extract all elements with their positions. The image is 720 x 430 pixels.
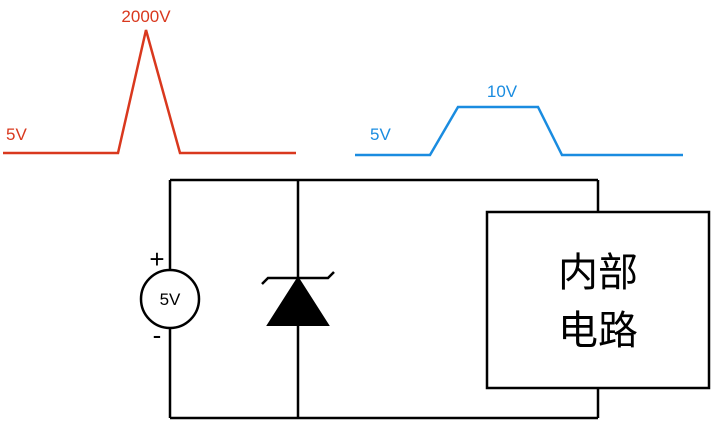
clamped-baseline-label: 5V bbox=[370, 125, 391, 144]
internal-circuit-label-line2: 电路 bbox=[558, 308, 638, 354]
surge-peak-label: 2000V bbox=[121, 7, 171, 26]
plus-sign: + bbox=[149, 244, 164, 274]
internal-circuit-block: 内部 电路 bbox=[485, 210, 711, 390]
minus-sign: - bbox=[153, 320, 162, 350]
tvs-diode-icon bbox=[261, 271, 335, 326]
surge-baseline-label: 5V bbox=[6, 125, 27, 144]
diode-cathode-bar bbox=[261, 271, 335, 285]
diode-triangle bbox=[266, 276, 330, 326]
surge-waveform: 5V 2000V bbox=[3, 7, 296, 155]
clamped-waveform-line bbox=[355, 105, 683, 157]
internal-circuit-box bbox=[485, 210, 711, 390]
clamped-peak-label: 10V bbox=[487, 82, 518, 101]
surge-waveform-line bbox=[3, 29, 296, 155]
voltage-source-circle bbox=[139, 268, 201, 330]
internal-circuit-label-line1: 内部 bbox=[558, 250, 638, 296]
clamped-waveform: 5V 10V bbox=[355, 82, 683, 157]
voltage-source-label: 5V bbox=[160, 290, 181, 309]
voltage-source: 5V + - bbox=[139, 244, 201, 350]
